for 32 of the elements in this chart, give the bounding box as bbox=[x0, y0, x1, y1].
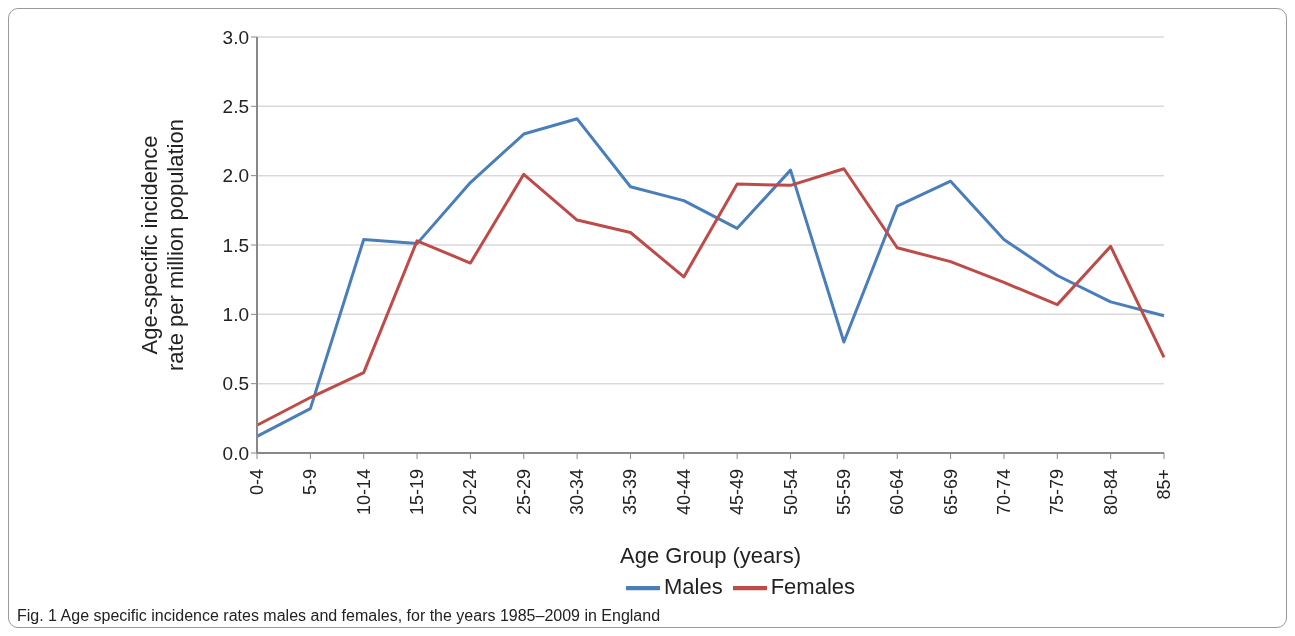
x-tick-label: 0-4 bbox=[247, 469, 267, 496]
x-tick-label: 80-84 bbox=[1100, 469, 1121, 516]
line-series bbox=[255, 117, 1166, 438]
x-tick-label: 70-74 bbox=[993, 469, 1014, 516]
x-tick-label: 10-14 bbox=[353, 469, 374, 516]
x-tick-label: 85+ bbox=[1154, 469, 1174, 500]
y-axis-title: Age-specific incidence rate per million population bbox=[137, 119, 188, 371]
caption: Fig. 1 Age specific incidence rates males and females, for the years 1985–2009 in England bbox=[17, 607, 661, 625]
x-tick-label: 60-64 bbox=[887, 469, 908, 516]
y-tick-label: 2.5 bbox=[222, 96, 249, 118]
y-tick-label: 0.0 bbox=[222, 442, 249, 464]
legend-label: Females bbox=[770, 573, 856, 599]
x-tick-label: 25-29 bbox=[513, 469, 534, 516]
x-tick-label: 5-9 bbox=[300, 469, 321, 496]
x-tick-label: 35-39 bbox=[620, 469, 641, 516]
x-axis-title: Age Group (years) bbox=[620, 543, 801, 568]
x-tick-label: 30-34 bbox=[567, 469, 588, 516]
x-tick-label: 55-59 bbox=[833, 469, 854, 516]
legend-label: Males bbox=[663, 573, 723, 599]
x-tick-label: 65-69 bbox=[940, 469, 961, 516]
x-tick-label: 50-54 bbox=[780, 469, 801, 516]
x-tick-label: 75-79 bbox=[1047, 469, 1068, 516]
line-series bbox=[255, 167, 1166, 427]
y-tick-label: 2.0 bbox=[222, 165, 249, 187]
x-tick-label: 15-19 bbox=[407, 469, 428, 516]
y-tick-label: 0.5 bbox=[222, 373, 249, 395]
x-tick-label: 20-24 bbox=[460, 469, 481, 516]
y-tick-label: 3.0 bbox=[222, 26, 249, 48]
y-tick-label: 1.0 bbox=[222, 304, 249, 326]
y-tick-label: 1.5 bbox=[222, 234, 249, 256]
x-tick-label: 40-44 bbox=[673, 469, 694, 516]
x-tick-label: 45-49 bbox=[727, 469, 748, 516]
